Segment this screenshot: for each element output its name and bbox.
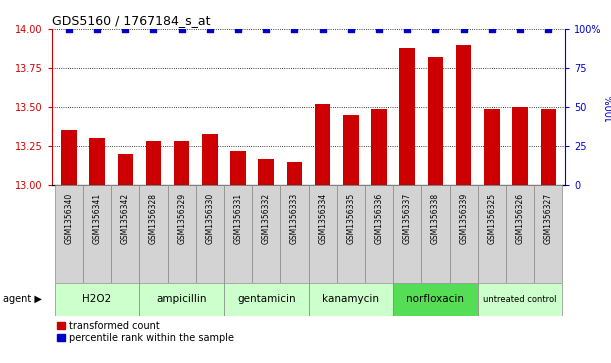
Bar xyxy=(365,185,393,283)
Bar xyxy=(280,185,309,283)
Bar xyxy=(478,185,506,283)
Bar xyxy=(371,109,387,185)
Bar xyxy=(512,107,528,185)
Bar xyxy=(145,142,161,185)
Point xyxy=(346,26,356,32)
Text: untreated control: untreated control xyxy=(483,295,557,304)
Text: GSM1356326: GSM1356326 xyxy=(516,193,525,244)
Text: GSM1356329: GSM1356329 xyxy=(177,193,186,244)
Text: H2O2: H2O2 xyxy=(82,294,112,305)
Point xyxy=(92,26,102,32)
Text: ampicillin: ampicillin xyxy=(156,294,207,305)
Bar xyxy=(55,283,139,316)
Text: GSM1356335: GSM1356335 xyxy=(346,193,356,244)
Text: GSM1356337: GSM1356337 xyxy=(403,193,412,244)
Point xyxy=(318,26,327,32)
Bar xyxy=(541,109,556,185)
Point xyxy=(431,26,441,32)
Point xyxy=(148,26,158,32)
Bar xyxy=(422,185,450,283)
Bar xyxy=(343,115,359,185)
Bar xyxy=(111,185,139,283)
Point xyxy=(262,26,271,32)
Text: GSM1356334: GSM1356334 xyxy=(318,193,327,244)
Bar xyxy=(139,283,224,316)
Bar xyxy=(450,185,478,283)
Bar xyxy=(196,185,224,283)
Bar xyxy=(309,283,393,316)
Point xyxy=(459,26,469,32)
Bar xyxy=(534,185,562,283)
Bar xyxy=(55,185,83,283)
Bar xyxy=(315,104,331,185)
Bar xyxy=(83,185,111,283)
Bar xyxy=(230,151,246,185)
Text: GDS5160 / 1767184_s_at: GDS5160 / 1767184_s_at xyxy=(52,14,210,27)
Text: kanamycin: kanamycin xyxy=(323,294,379,305)
Bar xyxy=(61,131,76,185)
Bar xyxy=(174,142,189,185)
Bar xyxy=(139,185,167,283)
Text: GSM1356341: GSM1356341 xyxy=(92,193,101,244)
Text: gentamicin: gentamicin xyxy=(237,294,296,305)
Text: GSM1356330: GSM1356330 xyxy=(205,193,214,244)
Bar xyxy=(484,109,500,185)
Point xyxy=(515,26,525,32)
Text: GSM1356331: GSM1356331 xyxy=(233,193,243,244)
Text: GSM1356327: GSM1356327 xyxy=(544,193,553,244)
Bar xyxy=(478,283,562,316)
Bar xyxy=(309,185,337,283)
Bar xyxy=(252,185,280,283)
Bar xyxy=(506,185,534,283)
Bar xyxy=(224,185,252,283)
Point xyxy=(177,26,186,32)
Bar xyxy=(337,185,365,283)
Text: GSM1356339: GSM1356339 xyxy=(459,193,468,244)
Point xyxy=(543,26,553,32)
Text: GSM1356340: GSM1356340 xyxy=(64,193,73,244)
Text: norfloxacin: norfloxacin xyxy=(406,294,464,305)
Y-axis label: 100%: 100% xyxy=(604,93,611,121)
Text: GSM1356325: GSM1356325 xyxy=(488,193,496,244)
Text: GSM1356336: GSM1356336 xyxy=(375,193,384,244)
Text: GSM1356338: GSM1356338 xyxy=(431,193,440,244)
Bar xyxy=(258,159,274,185)
Bar xyxy=(393,283,478,316)
Bar xyxy=(393,185,422,283)
Text: GSM1356342: GSM1356342 xyxy=(121,193,130,244)
Point xyxy=(233,26,243,32)
Bar xyxy=(224,283,309,316)
Point xyxy=(374,26,384,32)
Point xyxy=(487,26,497,32)
Point xyxy=(120,26,130,32)
Point xyxy=(205,26,214,32)
Point xyxy=(290,26,299,32)
Text: GSM1356332: GSM1356332 xyxy=(262,193,271,244)
Bar xyxy=(287,162,302,185)
Text: GSM1356333: GSM1356333 xyxy=(290,193,299,244)
Bar xyxy=(89,138,105,185)
Bar xyxy=(456,45,472,185)
Text: GSM1356328: GSM1356328 xyxy=(149,193,158,244)
Bar xyxy=(202,134,218,185)
Point xyxy=(403,26,412,32)
Text: agent ▶: agent ▶ xyxy=(3,294,42,305)
Bar xyxy=(167,185,196,283)
Bar xyxy=(117,154,133,185)
Bar xyxy=(400,48,415,185)
Point xyxy=(64,26,74,32)
Legend: transformed count, percentile rank within the sample: transformed count, percentile rank withi… xyxy=(57,321,235,343)
Bar xyxy=(428,57,443,185)
